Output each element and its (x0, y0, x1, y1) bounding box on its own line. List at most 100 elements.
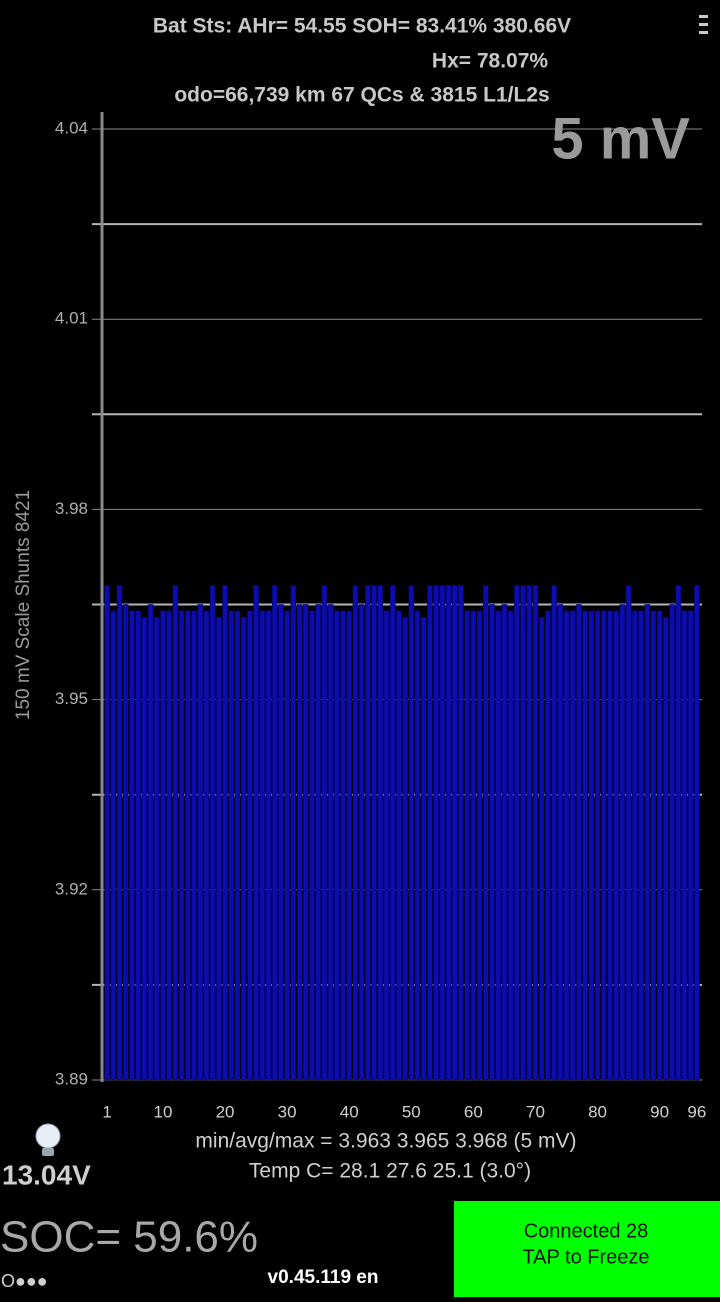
bar (216, 616, 222, 1081)
y-axis-label: 150 mV Scale Shunts 8421 (13, 490, 34, 720)
bar (420, 616, 427, 1081)
x-tick-label: 40 (340, 1102, 359, 1121)
soc: SOC= 59.6% (0, 1213, 258, 1262)
bar (501, 604, 508, 1081)
bar (352, 585, 359, 1081)
bar (538, 616, 545, 1081)
x-tick-label: 96 (687, 1102, 706, 1121)
bar (327, 604, 334, 1081)
bar (302, 604, 309, 1081)
bar (129, 610, 135, 1081)
x-tick-label: 10 (154, 1102, 173, 1121)
bar (116, 585, 123, 1081)
aux-voltage: 13.04V (2, 1159, 91, 1190)
bar (408, 585, 415, 1081)
bar (197, 604, 204, 1081)
bar (588, 610, 595, 1081)
header-line: Bat Sts: AHr= 54.55 SOH= 83.41% 380.66V (153, 15, 571, 38)
bar (656, 610, 663, 1081)
x-tick-label: 80 (588, 1102, 607, 1121)
bar (489, 604, 495, 1081)
button-text[interactable]: Connected 28 (524, 1220, 649, 1242)
bar (557, 604, 564, 1081)
y-tick-label: 4.01 (55, 309, 88, 328)
x-tick-label: 70 (526, 1102, 545, 1121)
bar (433, 585, 439, 1081)
bar (271, 585, 278, 1081)
bar (222, 585, 228, 1081)
bar (247, 610, 253, 1081)
bar (365, 585, 371, 1081)
y-tick-label: 3.92 (55, 879, 88, 898)
bar (576, 604, 582, 1081)
x-tick-label: 30 (278, 1102, 297, 1121)
bar (278, 604, 284, 1081)
bar (625, 585, 632, 1081)
bar (203, 610, 210, 1081)
x-tick-label: 60 (464, 1102, 483, 1121)
bar (632, 610, 638, 1081)
freeze-button[interactable]: Connected 28 TAP to Freeze (454, 1201, 720, 1297)
bar (240, 616, 247, 1081)
button-text[interactable]: TAP to Freeze (522, 1246, 649, 1268)
bar (253, 585, 259, 1081)
bar (185, 610, 191, 1081)
bar (389, 585, 396, 1081)
bar (340, 610, 346, 1081)
bar (476, 610, 483, 1081)
header-line: Hx= 78.07% (432, 50, 548, 73)
bar (334, 610, 340, 1081)
bar (470, 610, 477, 1081)
bar (147, 604, 154, 1081)
bar (172, 585, 179, 1081)
bar (526, 585, 533, 1081)
bulb-icon[interactable] (35, 1123, 61, 1156)
bar (644, 604, 651, 1081)
bar (358, 604, 365, 1081)
bar (495, 610, 502, 1081)
button-bg[interactable] (454, 1201, 720, 1297)
x-tick-label: 20 (216, 1102, 235, 1121)
bar (520, 585, 526, 1081)
bar (663, 616, 669, 1081)
x-tick-label: 1 (102, 1102, 111, 1121)
menu-icon[interactable] (699, 15, 708, 34)
bar (290, 585, 297, 1081)
bar (135, 610, 141, 1081)
bar (514, 585, 520, 1081)
bar (259, 610, 266, 1081)
bar (594, 610, 601, 1081)
bar (414, 610, 421, 1081)
bar (104, 585, 110, 1081)
bar (191, 610, 197, 1081)
bar (141, 616, 148, 1081)
bar (153, 616, 160, 1081)
bar (284, 610, 290, 1081)
bar (545, 610, 551, 1081)
bar (371, 585, 377, 1081)
plot: 3.89 3.92 3.95 3.98 4.01 4.04 1 10 20 30 40 50 60 70 8… (55, 118, 706, 1121)
bar (122, 604, 129, 1081)
bar (451, 585, 458, 1081)
bar (532, 585, 539, 1081)
y-tick-label: 3.98 (55, 499, 88, 518)
y-tick-label: 3.95 (55, 689, 88, 708)
bar (383, 610, 390, 1081)
bar (613, 610, 619, 1081)
bar (315, 604, 321, 1081)
bar (427, 585, 433, 1081)
bar (166, 610, 172, 1081)
bar (563, 610, 570, 1081)
bar (607, 610, 613, 1081)
bar (464, 610, 470, 1081)
bar (600, 610, 607, 1081)
x-tick-label: 50 (402, 1102, 421, 1121)
bar (675, 585, 682, 1081)
bar (377, 585, 384, 1081)
header-line: odo=66,739 km 67 QCs & 3815 L1/L2s (174, 84, 549, 107)
bar (396, 610, 402, 1081)
bar (265, 610, 272, 1081)
bar (669, 604, 675, 1081)
